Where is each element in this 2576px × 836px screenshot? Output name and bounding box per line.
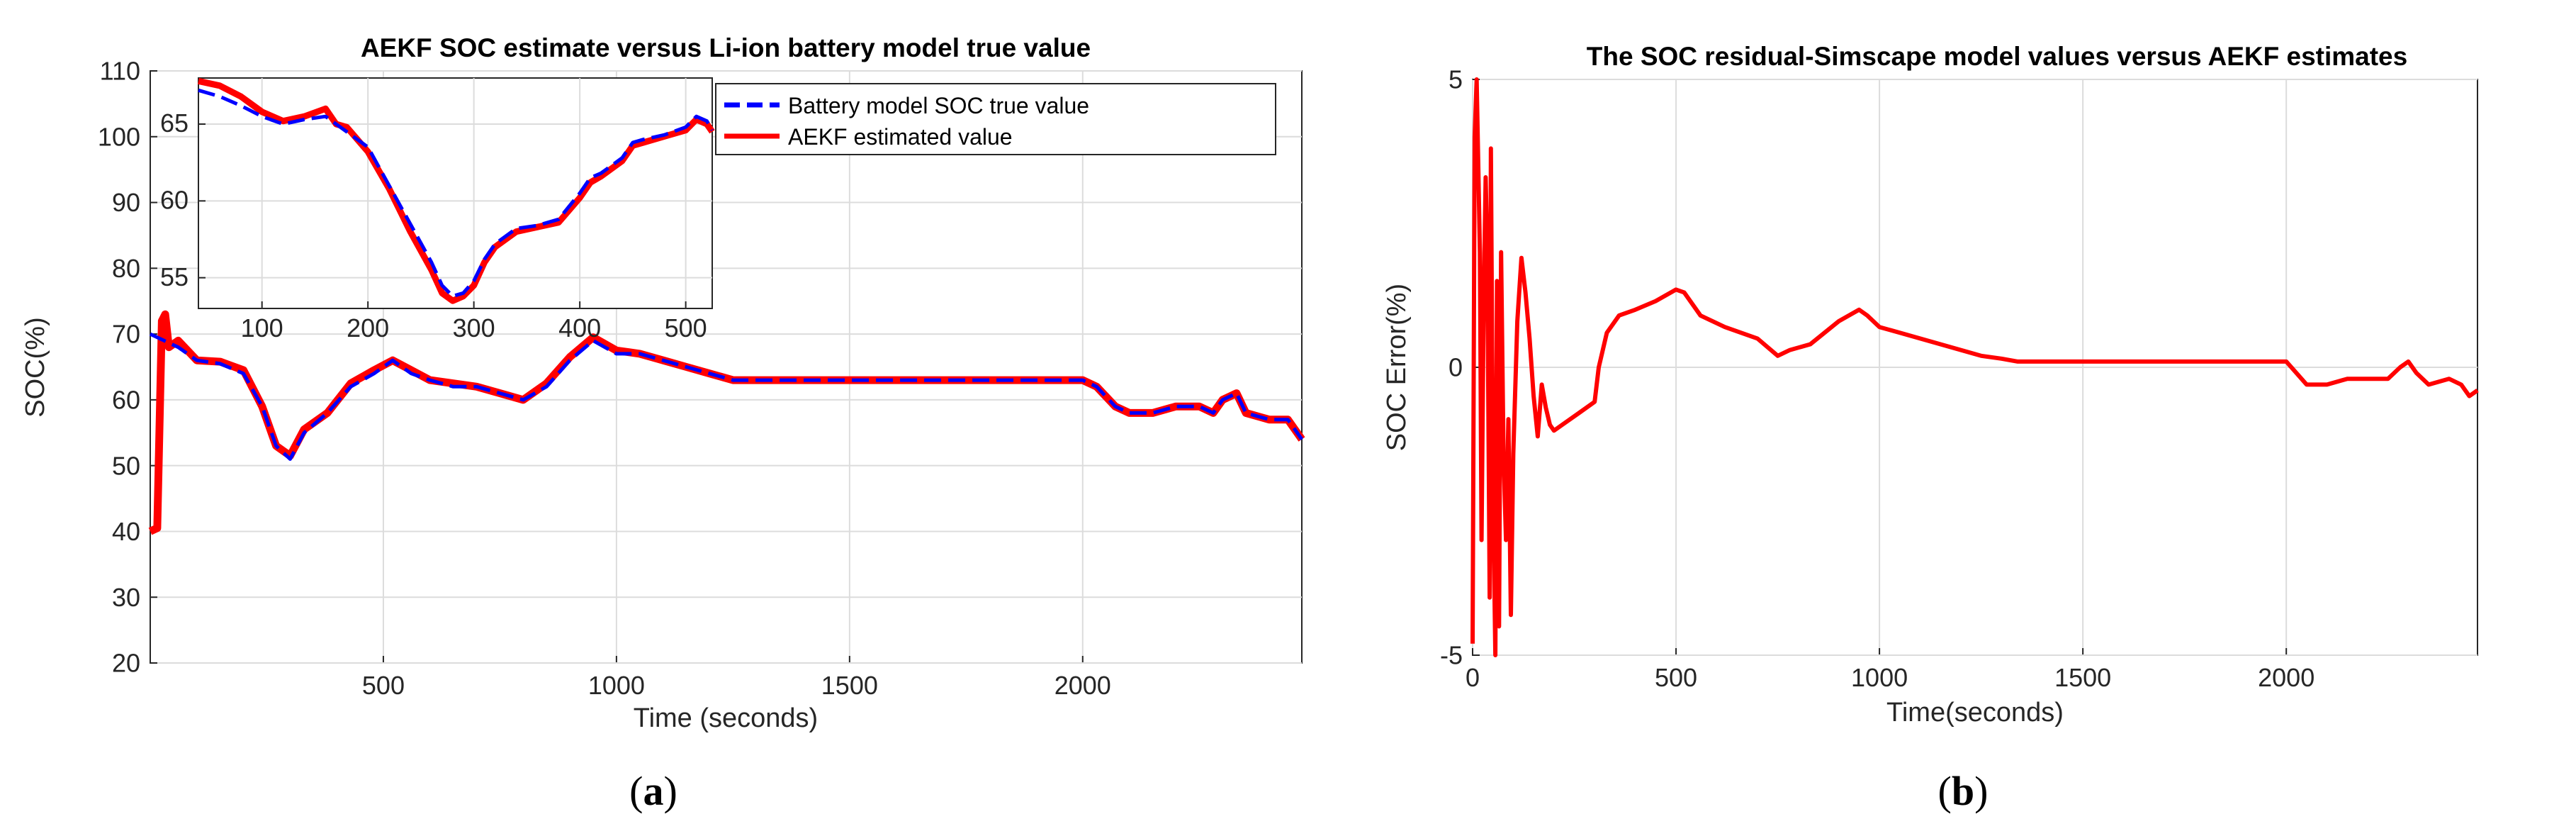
panel-a-y-tick-label: 90: [112, 188, 140, 217]
panel-b-y-tick-label: 0: [1449, 353, 1463, 382]
inset-aekf-estimated-line: [198, 77, 715, 304]
panel-b-title: The SOC residual-Simscape model values v…: [1587, 42, 2407, 71]
panel-a-series: [148, 310, 1305, 535]
series-soc-residual-line: [1470, 77, 2479, 657]
panel-b-x-tick-label: 2000: [2258, 663, 2315, 692]
panel-a-y-tick-label: 60: [112, 385, 140, 414]
inset-grid: [198, 78, 712, 308]
inset-y-tick-label: 65: [160, 108, 189, 138]
panel-b-x-axis-label: Time(seconds): [1886, 698, 2064, 728]
inset-battery-true-value-line: [198, 88, 714, 299]
panel-b-y-axis-label: SOC Error(%): [1382, 284, 1412, 451]
panel-a-x-tick-label: 1500: [821, 671, 878, 700]
panel-a-x-tick-label: 1000: [588, 671, 645, 700]
legend-label-estimated: AEKF estimated value: [788, 124, 1013, 150]
panel-a-legend: Battery model SOC true value AEKF estima…: [715, 83, 1276, 155]
inset-x-tick-label: 100: [241, 313, 283, 342]
panel-b-x-tick-label: 1500: [2054, 663, 2111, 692]
panel-a-y-tick-label: 70: [112, 320, 140, 349]
panel-a-inset: 100 200 300 400 500 55 60 65: [160, 77, 715, 342]
panel-a-y-axis-label: SOC(%): [21, 317, 50, 417]
panel-a-y-tick-label: 80: [112, 254, 140, 283]
panel-a-x-tick-label: 500: [362, 671, 405, 700]
panel-a-y-tick-label: 20: [112, 649, 140, 678]
panel-a-title: AEKF SOC estimate versus Li-ion battery …: [361, 33, 1091, 62]
panel-b-y-tick-label: 5: [1449, 65, 1463, 94]
panel-b-x-tick-label: 500: [1655, 663, 1697, 692]
inset-x-tick-label: 400: [558, 313, 601, 342]
panel-b-tick-labels: 0 500 1000 1500 2000-505: [1440, 65, 2315, 692]
legend-box: [715, 83, 1276, 155]
panel-b-y-tick-label: -5: [1440, 641, 1463, 670]
panel-b-caption-letter: b: [1952, 768, 1974, 814]
panel-b-series: [1470, 77, 2479, 657]
inset-y-tick-label: 60: [160, 186, 189, 215]
panel-a-y-tick-label: 110: [100, 57, 140, 86]
panel-b-x-tick-label: 1000: [1851, 663, 1908, 692]
panel-a-y-tick-label: 40: [112, 517, 140, 546]
panel-a-caption: (a): [629, 768, 677, 814]
panel-b-x-tick-label: 0: [1466, 663, 1480, 692]
panel-a-y-tick-label: 30: [112, 583, 140, 612]
panel-b-chart: 0 500 1000 1500 2000-505 The SOC residual-Si…: [1382, 42, 2479, 814]
panel-a-caption-letter: a: [643, 768, 664, 814]
inset-x-tick-label: 500: [665, 313, 707, 342]
legend-label-true-value: Battery model SOC true value: [788, 93, 1089, 118]
inset-tick-labels: 100 200 300 400 500 55 60 65: [160, 108, 707, 342]
series-battery-true-value-line: [149, 332, 1304, 461]
panel-a-y-tick-label: 100: [98, 122, 140, 151]
inset-x-tick-label: 200: [347, 313, 389, 342]
panel-a-x-axis-label: Time (seconds): [634, 703, 818, 733]
inset-y-tick-label: 55: [160, 262, 189, 291]
panel-a-tick-labels: 500 1000 1500 2000 20 30 40 50 60 70 80 90 100 110: [98, 57, 1111, 700]
panel-a-chart: 500 1000 1500 2000 20 30 40 50 60 70 80 90 100 110 AE…: [21, 33, 1305, 814]
panel-a-y-tick-label: 50: [112, 451, 140, 480]
panel-a-x-tick-label: 2000: [1054, 671, 1111, 700]
panel-b-caption: (b): [1938, 768, 1989, 814]
inset-x-tick-label: 300: [453, 313, 495, 342]
inset-series: [198, 77, 715, 304]
inset-plot-area: [198, 77, 713, 309]
